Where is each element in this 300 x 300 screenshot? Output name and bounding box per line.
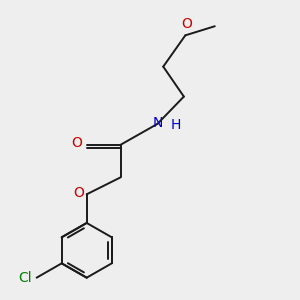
Text: O: O bbox=[73, 186, 84, 200]
Text: H: H bbox=[171, 118, 181, 132]
Text: Cl: Cl bbox=[19, 271, 32, 285]
Text: N: N bbox=[153, 116, 163, 130]
Text: O: O bbox=[71, 136, 82, 150]
Text: O: O bbox=[182, 17, 192, 31]
